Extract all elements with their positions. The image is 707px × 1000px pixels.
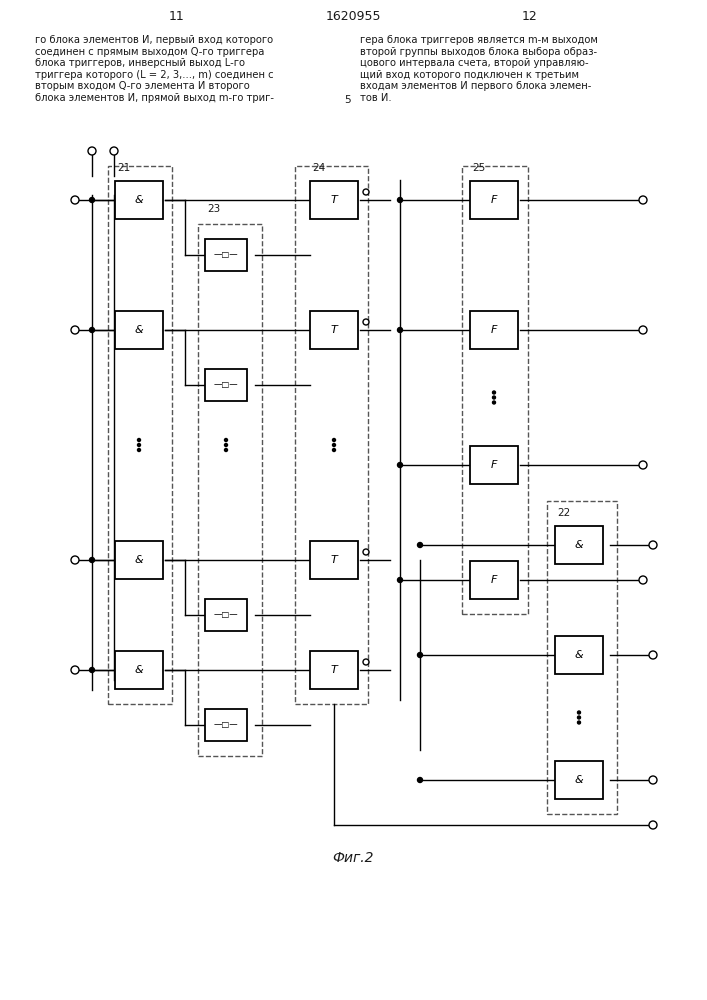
Bar [198, 224, 262, 756]
Bar [462, 166, 528, 614]
Text: &: & [135, 195, 144, 205]
Text: —□—: —□— [214, 610, 238, 619]
Bar [205, 599, 247, 631]
Text: T: T [331, 665, 337, 675]
Circle shape [137, 448, 141, 452]
Text: F: F [491, 195, 497, 205]
Circle shape [397, 462, 402, 468]
Bar [555, 526, 603, 564]
Circle shape [332, 444, 336, 446]
Bar [115, 311, 163, 349]
Circle shape [90, 668, 95, 672]
Text: &: & [575, 650, 583, 660]
Bar [555, 761, 603, 799]
Text: 21: 21 [117, 163, 130, 173]
Text: 23: 23 [207, 204, 221, 214]
Text: &: & [575, 775, 583, 785]
Circle shape [649, 776, 657, 784]
Text: —□—: —□— [214, 720, 238, 730]
Bar [310, 181, 358, 219]
Circle shape [363, 549, 369, 555]
Circle shape [578, 716, 580, 719]
Bar [205, 709, 247, 741]
Bar [470, 311, 518, 349]
Circle shape [90, 328, 95, 332]
Text: 1620955: 1620955 [325, 10, 381, 23]
Circle shape [649, 541, 657, 549]
Circle shape [493, 396, 496, 399]
Text: 24: 24 [312, 163, 325, 173]
Circle shape [110, 147, 118, 155]
Circle shape [493, 401, 496, 404]
Bar [547, 501, 617, 814]
Text: 25: 25 [472, 163, 485, 173]
Text: &: & [135, 325, 144, 335]
Bar [115, 181, 163, 219]
Text: &: & [575, 540, 583, 550]
Circle shape [418, 542, 423, 548]
Text: 12: 12 [522, 10, 538, 23]
Circle shape [493, 391, 496, 394]
Text: T: T [331, 555, 337, 565]
Bar [295, 166, 368, 704]
Text: T: T [331, 325, 337, 335]
Circle shape [397, 198, 402, 202]
Text: 22: 22 [557, 508, 571, 518]
Circle shape [397, 328, 402, 332]
Text: —□—: —□— [214, 380, 238, 389]
Text: гера блока триггеров является m-м выходом
второй группы выходов блока выбора обр: гера блока триггеров является m-м выходо… [360, 35, 598, 103]
Circle shape [71, 556, 79, 564]
Circle shape [225, 444, 228, 446]
Circle shape [90, 198, 95, 202]
Text: &: & [135, 555, 144, 565]
Circle shape [71, 326, 79, 334]
Circle shape [639, 196, 647, 204]
Text: 5: 5 [345, 95, 351, 105]
Bar [310, 311, 358, 349]
Circle shape [88, 147, 96, 155]
Circle shape [639, 326, 647, 334]
Text: —□—: —□— [214, 250, 238, 259]
Text: Фиг.2: Фиг.2 [332, 851, 374, 865]
Circle shape [225, 448, 228, 452]
Bar [310, 541, 358, 579]
Circle shape [225, 438, 228, 442]
Text: F: F [491, 325, 497, 335]
Circle shape [137, 438, 141, 442]
Text: F: F [491, 460, 497, 470]
Circle shape [90, 558, 95, 562]
Circle shape [332, 438, 336, 442]
Bar [205, 369, 247, 401]
Text: &: & [135, 665, 144, 675]
Circle shape [578, 721, 580, 724]
Bar [555, 636, 603, 674]
Circle shape [363, 189, 369, 195]
Bar [108, 166, 172, 704]
Text: F: F [491, 575, 497, 585]
Circle shape [649, 651, 657, 659]
Bar [470, 561, 518, 599]
Circle shape [649, 821, 657, 829]
Bar [470, 181, 518, 219]
Circle shape [418, 652, 423, 658]
Circle shape [71, 666, 79, 674]
Text: го блока элементов И, первый вход которого
соединен с прямым выходом Q-го тригге: го блока элементов И, первый вход которо… [35, 35, 274, 103]
Circle shape [639, 461, 647, 469]
Circle shape [332, 448, 336, 452]
Bar [310, 651, 358, 689]
Text: 11: 11 [169, 10, 185, 23]
Bar [115, 651, 163, 689]
Bar [470, 446, 518, 484]
Circle shape [418, 778, 423, 782]
Circle shape [578, 711, 580, 714]
Bar [205, 239, 247, 271]
Circle shape [397, 578, 402, 582]
Circle shape [639, 576, 647, 584]
Circle shape [137, 444, 141, 446]
Circle shape [71, 196, 79, 204]
Circle shape [363, 319, 369, 325]
Bar [115, 541, 163, 579]
Circle shape [363, 659, 369, 665]
Text: T: T [331, 195, 337, 205]
